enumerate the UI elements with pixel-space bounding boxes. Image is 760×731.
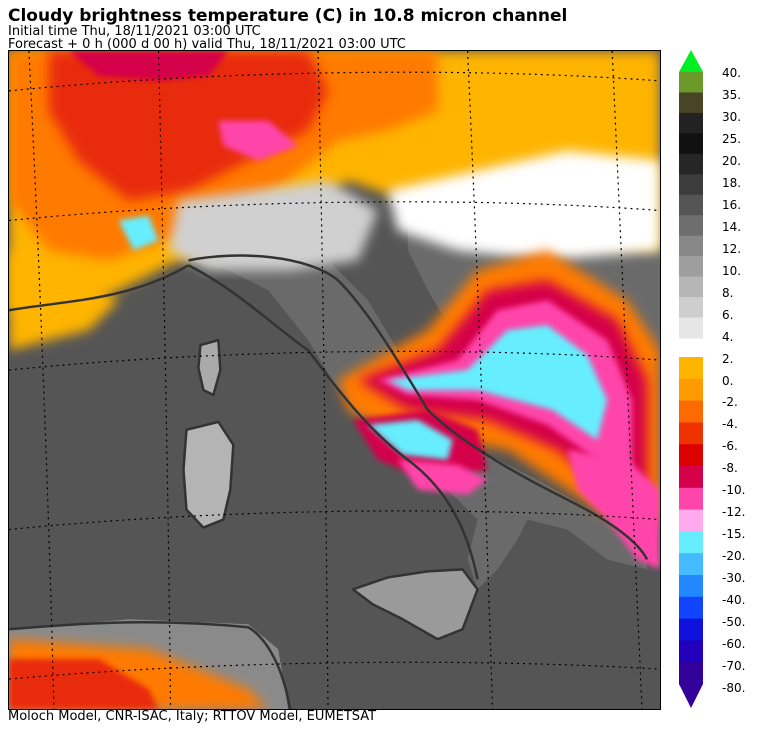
colorbar-segment-7 (679, 215, 703, 237)
colorbar-tick-label: -30. (722, 571, 746, 586)
colorbar-tick-label: 40. (722, 66, 742, 80)
cloud-fields (9, 51, 660, 709)
colorbar-tick-label: 16. (722, 197, 742, 212)
colorbar-segment-26 (679, 640, 703, 663)
colorbar-tick-label: 18. (722, 175, 742, 190)
forecast-label: Forecast + 0 h (000 d 00 h) valid Thu, 1… (8, 37, 406, 52)
colorbar-lower-segments (679, 357, 703, 685)
colorbar-tick-label: 35. (722, 87, 742, 102)
colorbar-tick-label: -2. (722, 395, 738, 410)
colorbar-tick-label: -20. (722, 549, 746, 564)
colorbar-tick-label: 30. (722, 109, 742, 124)
meridian-2 (157, 51, 172, 709)
colorbar-tick-label: -80. (722, 681, 746, 695)
colorbar-tick-label: -10. (722, 483, 746, 498)
meridian-4 (466, 51, 494, 709)
colorbar-segment-14 (679, 378, 703, 402)
parallel-4 (9, 510, 660, 531)
colorbar-segment-17 (679, 444, 703, 467)
italy-coastline-west (187, 264, 479, 580)
sardinia-landmass (183, 421, 234, 528)
colorbar (679, 50, 703, 708)
colorbar-segment-20 (679, 509, 703, 532)
colorbar-tick-label: -4. (722, 417, 738, 432)
alpine-cloud-cold (68, 51, 229, 81)
colorbar-tick-label: -40. (722, 593, 746, 608)
colorbar-segment-10 (679, 276, 703, 298)
france-coastline (9, 264, 190, 312)
colorbar-tick-label: 25. (722, 131, 742, 146)
colorbar-segment-4 (679, 153, 703, 175)
colorbar-segment-2 (679, 112, 703, 134)
colorbar-tick-label: 12. (722, 241, 742, 256)
colorbar-segment-1 (679, 92, 703, 114)
colorbar-tick-label: 6. (722, 307, 734, 322)
corsica-landmass (198, 340, 221, 395)
colorbar-segment-0 (679, 72, 703, 93)
colorbar-top-arrow (679, 50, 703, 72)
parallel-2 (9, 201, 660, 222)
initial-time-label: Initial time Thu, 18/11/2021 03:00 UTC (8, 24, 261, 39)
colorbar-segment-21 (679, 531, 703, 554)
colorbar-segment-22 (679, 553, 703, 576)
high-veil-east (387, 150, 660, 261)
colorbar-segment-27 (679, 662, 703, 685)
colorbar-tick-label: 20. (722, 153, 742, 168)
colorbar-tick-label: 2. (722, 351, 734, 366)
colorbar-tick-label: -8. (722, 461, 738, 476)
coastlines (9, 254, 649, 709)
africa-coastline (9, 620, 292, 709)
colorbar-segment-9 (679, 256, 703, 278)
colorbar-segment-3 (679, 133, 703, 155)
parallel-1 (9, 71, 660, 92)
graticule (9, 51, 660, 709)
colorbar-tick-label: -12. (722, 505, 746, 520)
colorbar-segment-12 (679, 317, 703, 339)
colorbar-upper-segments (679, 72, 703, 339)
sardinia-coastline (182, 420, 235, 529)
colorbar-tick-label: -50. (722, 615, 746, 630)
chart-title: Cloudy brightness temperature (C) in 10.… (8, 6, 568, 26)
colorbar-bottom-arrow (679, 684, 703, 708)
ionian-band (567, 449, 660, 570)
colorbar-segment-5 (679, 174, 703, 196)
colorbar-tick-label: 8. (722, 285, 734, 300)
sicily-landmass (352, 569, 478, 640)
alpine-cloud-core (48, 51, 329, 201)
meridian-5 (611, 51, 643, 709)
colorbar-tick-label: -60. (722, 637, 746, 652)
west-med-clouds (9, 250, 119, 351)
tyrrhenian-cell-core (367, 419, 453, 460)
colorbar-segment-11 (679, 297, 703, 319)
italy-coastline (188, 254, 649, 561)
colorbar-segment-23 (679, 575, 703, 598)
colorbar-tick-label: -6. (722, 439, 738, 454)
parallel-5 (9, 661, 660, 680)
meridian-3 (317, 51, 329, 709)
colorbar-segment-16 (679, 422, 703, 445)
colorbar-segment-8 (679, 235, 703, 257)
africa-cloud-core (9, 659, 159, 709)
colorbar-segment-15 (679, 400, 703, 423)
colorbar-segment-13 (679, 357, 703, 380)
colorbar-segment-19 (679, 487, 703, 511)
colorbar-tick-label: 10. (722, 263, 742, 278)
alpine-cloud-ice-2 (118, 215, 159, 251)
colorbar-segment-18 (679, 466, 703, 489)
corsica-coastline (197, 338, 222, 397)
parallel-3 (9, 350, 660, 371)
adriatic-band-cyan (387, 325, 608, 440)
alpine-cloud-ice (218, 120, 299, 161)
colorbar-tick-label: 4. (722, 329, 734, 344)
colorbar-tick-label: 14. (722, 219, 742, 234)
colorbar-segment-24 (679, 596, 703, 620)
satellite-map (8, 50, 661, 710)
colorbar-tick-label: 0. (722, 373, 734, 388)
colorbar-tick-label: -70. (722, 659, 746, 674)
credits-footer: Moloch Model, CNR-ISAC, Italy; RTTOV Mod… (8, 709, 377, 724)
colorbar-tick-label: -15. (722, 527, 746, 542)
colorbar-segment-6 (679, 194, 703, 216)
sicily-coastline (351, 568, 479, 641)
colorbar-segment-25 (679, 618, 703, 641)
